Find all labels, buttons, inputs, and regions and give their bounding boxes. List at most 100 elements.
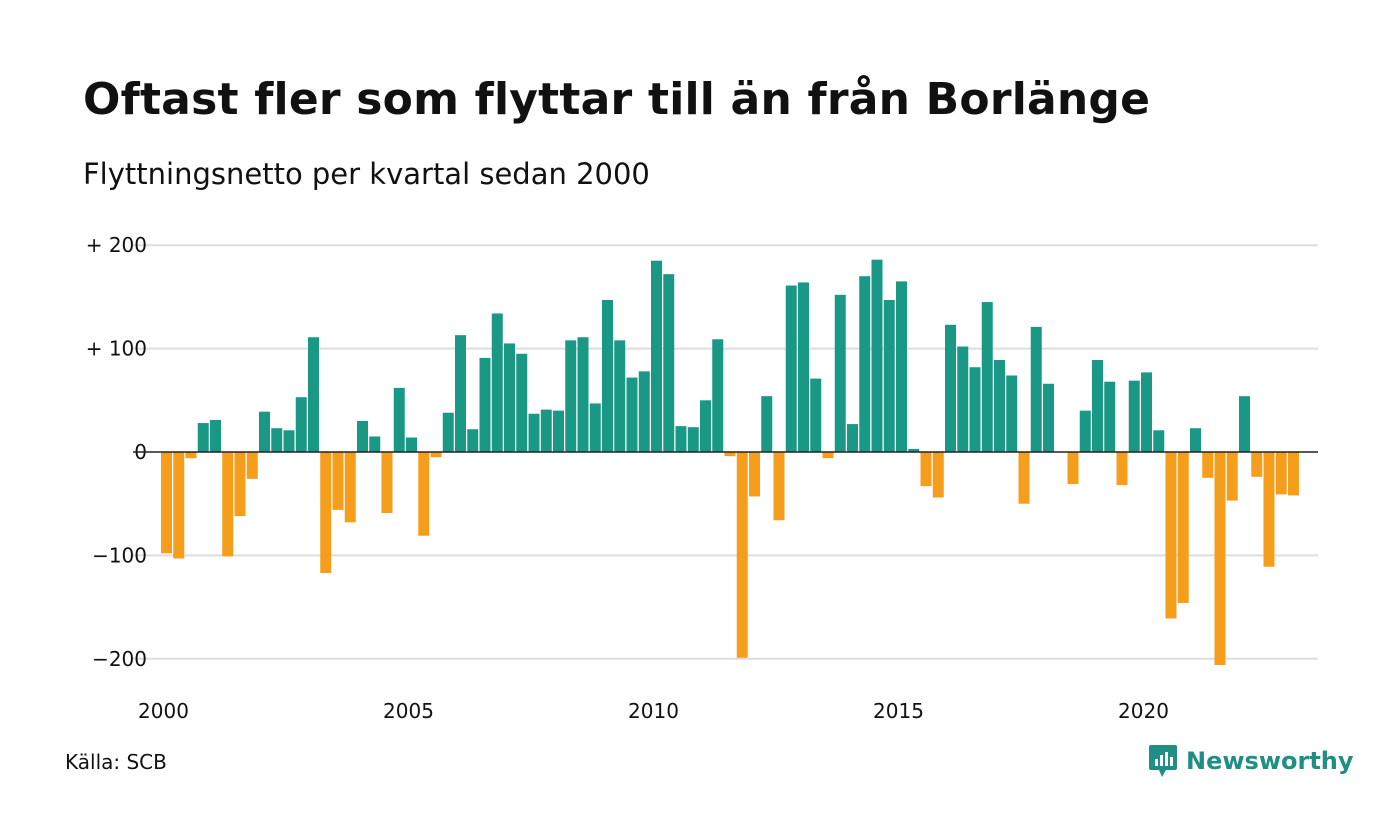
chart-subtitle: Flyttningsnetto per kvartal sedan 2000: [83, 157, 650, 191]
bar: [1190, 428, 1201, 452]
x-tick-label: 2005: [383, 699, 434, 723]
bar: [540, 409, 552, 452]
bar: [369, 436, 381, 452]
bar: [896, 281, 907, 452]
bar: [234, 452, 246, 517]
bar: [969, 367, 981, 452]
bar: [994, 359, 1005, 452]
bar: [1092, 359, 1103, 452]
x-tick-label: 2020: [1118, 699, 1169, 723]
y-tick-label: −100: [92, 543, 147, 567]
brand-logo: Newsworthy: [1148, 744, 1354, 778]
bar: [638, 371, 650, 452]
y-tick-label: + 100: [86, 337, 147, 361]
bar: [663, 274, 675, 452]
bar: [908, 448, 920, 452]
bar: [161, 452, 172, 554]
bar: [761, 396, 773, 452]
bar: [1251, 452, 1263, 477]
y-tick-label: −200: [92, 647, 147, 671]
bar: [406, 437, 417, 452]
bar: [455, 335, 466, 452]
bar: [1030, 326, 1042, 452]
bar: [320, 452, 332, 573]
bar: [516, 353, 528, 452]
bar: [271, 428, 283, 452]
bar: [589, 403, 601, 452]
bar: [626, 377, 638, 452]
bar: [528, 413, 540, 452]
bar: [197, 423, 209, 452]
brand-name: Newsworthy: [1186, 747, 1354, 775]
bar: [1018, 452, 1030, 504]
bar: [1202, 452, 1214, 478]
bar: [798, 282, 809, 452]
bar: [1275, 452, 1287, 495]
bar: [467, 429, 479, 452]
bar: [810, 378, 822, 452]
bar: [1141, 372, 1152, 452]
bar: [283, 430, 295, 452]
bar: [442, 412, 454, 452]
bar: [295, 397, 307, 452]
bar: [504, 343, 515, 452]
bar: [430, 452, 442, 458]
bar: [393, 387, 405, 452]
bar: [981, 302, 993, 452]
grid-lines: [133, 244, 1318, 660]
bar: [1043, 383, 1054, 452]
bar: [773, 452, 785, 521]
bar: [871, 259, 883, 452]
bar: [614, 340, 626, 452]
bar: [651, 260, 662, 452]
bar: [1006, 375, 1018, 452]
bar: [602, 300, 613, 452]
bar: [1104, 381, 1116, 452]
chart-title: Oftast fler som flyttar till än från Bor…: [83, 74, 1151, 125]
bar: [932, 452, 944, 498]
bar: [357, 420, 368, 452]
bar: [308, 337, 319, 452]
y-tick-label: + 200: [86, 233, 147, 257]
bar: [1288, 452, 1299, 496]
bar: [1239, 396, 1250, 452]
bar: [859, 276, 871, 452]
bar: [577, 337, 589, 452]
bar: [173, 452, 185, 559]
bar: [700, 400, 711, 452]
bar: [479, 357, 491, 452]
bar: [736, 452, 748, 658]
bar: [675, 426, 687, 452]
bar: [1177, 452, 1189, 603]
bar: [344, 452, 356, 523]
bar: [883, 300, 895, 452]
bar: [222, 452, 234, 557]
bar: [785, 285, 797, 452]
bar: [945, 324, 956, 452]
bar: [1067, 452, 1079, 485]
bar: [1214, 452, 1226, 666]
bar: [724, 452, 736, 457]
bar: [1116, 452, 1128, 486]
source-note: Källa: SCB: [65, 750, 167, 774]
bar: [749, 452, 760, 497]
x-tick-label: 2000: [138, 699, 189, 723]
bar: [687, 427, 699, 452]
bar: [920, 452, 932, 487]
bar: [1226, 452, 1238, 501]
bar: [491, 313, 503, 452]
bar: [553, 410, 564, 452]
bar: [332, 452, 344, 510]
bar: [259, 411, 270, 452]
bar: [1079, 410, 1091, 452]
bar: [418, 452, 430, 536]
bar: [1165, 452, 1177, 619]
bar: [1153, 430, 1165, 452]
bar: [834, 294, 846, 452]
bar: [185, 452, 197, 459]
bars: [161, 259, 1299, 666]
bar: [381, 452, 393, 514]
bar: [246, 452, 258, 479]
